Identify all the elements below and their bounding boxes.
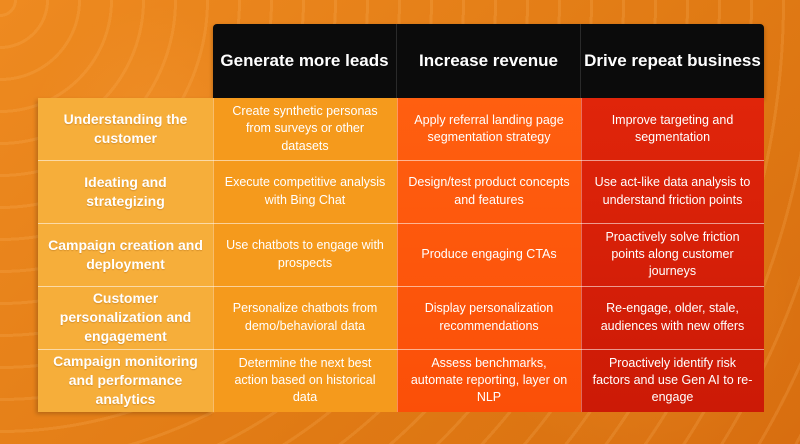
row-label-monitoring: Campaign monitoring and performance anal… xyxy=(53,353,198,407)
row-label-ideating: Ideating and strategizing xyxy=(84,173,167,209)
cell-revenue-personalization: Display personalization recommendations xyxy=(424,301,554,333)
column-divider xyxy=(397,98,398,412)
cell-leads-personalization: Personalize chatbots from demo/behaviora… xyxy=(232,301,378,333)
cell-repeat-personalization: Re-engage, older, stale, audiences with … xyxy=(600,301,745,333)
row-divider xyxy=(38,349,764,350)
cell-leads-ideating: Execute competitive analysis with Bing C… xyxy=(224,175,386,207)
cell-repeat-monitoring: Proactively identify risk factors and us… xyxy=(592,355,753,405)
column-divider xyxy=(581,98,582,412)
row-label-understanding: Understanding the customer xyxy=(63,111,188,146)
column-divider xyxy=(213,98,214,412)
cell-leads-monitoring: Determine the next best action based on … xyxy=(234,355,376,405)
row-divider xyxy=(38,223,764,224)
cell-leads-campaign-creation: Use chatbots to engage with prospects xyxy=(226,238,384,270)
column-leads: Create synthetic personas from surveys o… xyxy=(213,98,397,412)
column-header-revenue: Increase revenue xyxy=(396,24,580,98)
cell-revenue-monitoring: Assess benchmarks, automate reporting, l… xyxy=(410,355,568,405)
column-header-leads: Generate more leads xyxy=(220,51,389,70)
row-label-personalization: Customer personalization and engagement xyxy=(59,290,192,344)
cell-repeat-ideating: Use act-like data analysis to understand… xyxy=(594,175,751,207)
cell-revenue-understanding: Apply referral landing page segmentation… xyxy=(414,112,564,144)
cell-revenue-ideating: Design/test product concepts and feature… xyxy=(408,175,570,207)
row-divider xyxy=(38,160,764,161)
cell-leads-understanding: Create synthetic personas from surveys o… xyxy=(232,104,378,153)
column-revenue: Apply referral landing page segmentation… xyxy=(397,98,581,412)
row-label-campaign-creation: Campaign creation and deployment xyxy=(48,236,203,272)
cell-repeat-campaign-creation: Proactively solve friction points along … xyxy=(605,229,740,279)
cell-revenue-campaign-creation: Produce engaging CTAs xyxy=(421,246,557,261)
column-header-repeat-business: Drive repeat business xyxy=(580,24,764,98)
row-label-column: Understanding the customer Ideating and … xyxy=(38,98,213,412)
row-divider xyxy=(38,286,764,287)
strategy-matrix: Generate more leads Increase revenue Dri… xyxy=(38,24,764,412)
column-repeat-business: Improve targeting and segmentation Use a… xyxy=(581,98,764,412)
column-header-row: Generate more leads Increase revenue Dri… xyxy=(213,24,764,98)
cell-repeat-understanding: Improve targeting and segmentation xyxy=(611,112,734,144)
